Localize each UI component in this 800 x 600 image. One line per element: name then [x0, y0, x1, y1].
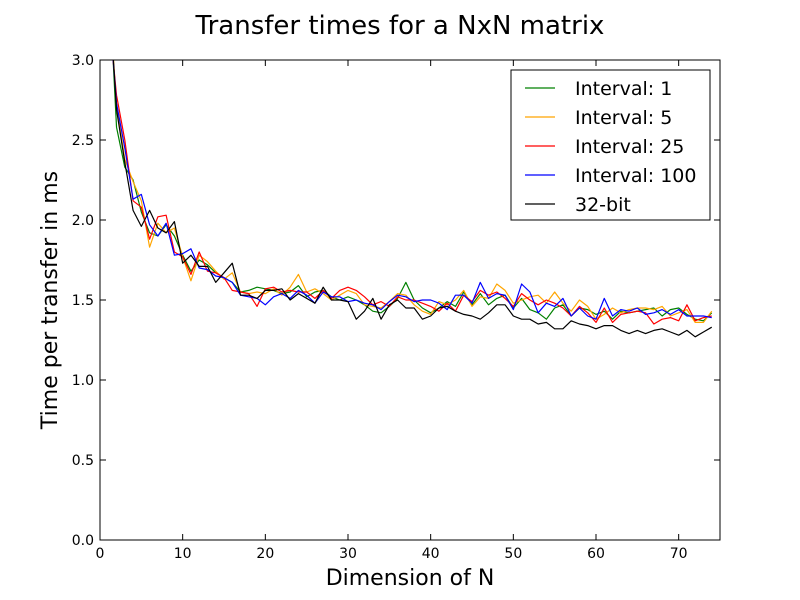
y-tick-label: 2.5 — [72, 133, 94, 149]
series-line-2 — [112, 60, 712, 325]
legend-label-3: Interval: 100 — [575, 165, 696, 187]
legend-frame — [510, 69, 711, 221]
x-tick-label: 50 — [504, 546, 522, 562]
x-axis-label: Dimension of N — [326, 566, 495, 591]
series-line-3 — [112, 60, 712, 320]
legend-label-0: Interval: 1 — [575, 78, 672, 100]
y-tick-label: 2.0 — [72, 213, 94, 229]
legend: Interval: 1 Interval: 5 Interval: 25 Interv… — [510, 69, 711, 221]
chart-title: Transfer times for a NxN matrix — [195, 11, 605, 41]
y-tick-label: 1.0 — [72, 373, 94, 389]
x-tick-label: 60 — [587, 546, 605, 562]
legend-label-1: Interval: 5 — [575, 107, 672, 129]
y-axis-ticks: 0.0 0.5 1.0 1.5 2.0 2.5 3.0 — [72, 53, 720, 549]
x-tick-label: 0 — [96, 546, 105, 562]
series-line-4 — [112, 60, 713, 338]
legend-label-4: 32-bit — [575, 194, 631, 216]
y-axis-label: Time per transfer in ms — [38, 171, 63, 430]
x-tick-label: 30 — [339, 546, 357, 562]
y-tick-label: 1.5 — [72, 293, 94, 309]
series-line-0 — [112, 60, 713, 322]
x-tick-label: 40 — [422, 546, 440, 562]
x-tick-label: 20 — [256, 546, 274, 562]
y-tick-label: 0.5 — [72, 453, 94, 469]
x-axis-ticks: 0 10 20 30 40 50 60 70 — [96, 60, 688, 562]
series-layer — [112, 60, 713, 338]
y-tick-label: 3.0 — [72, 53, 94, 69]
x-tick-label: 70 — [670, 546, 688, 562]
y-tick-label: 0.0 — [72, 533, 94, 549]
x-tick-label: 10 — [174, 546, 192, 562]
legend-label-2: Interval: 25 — [575, 136, 684, 158]
